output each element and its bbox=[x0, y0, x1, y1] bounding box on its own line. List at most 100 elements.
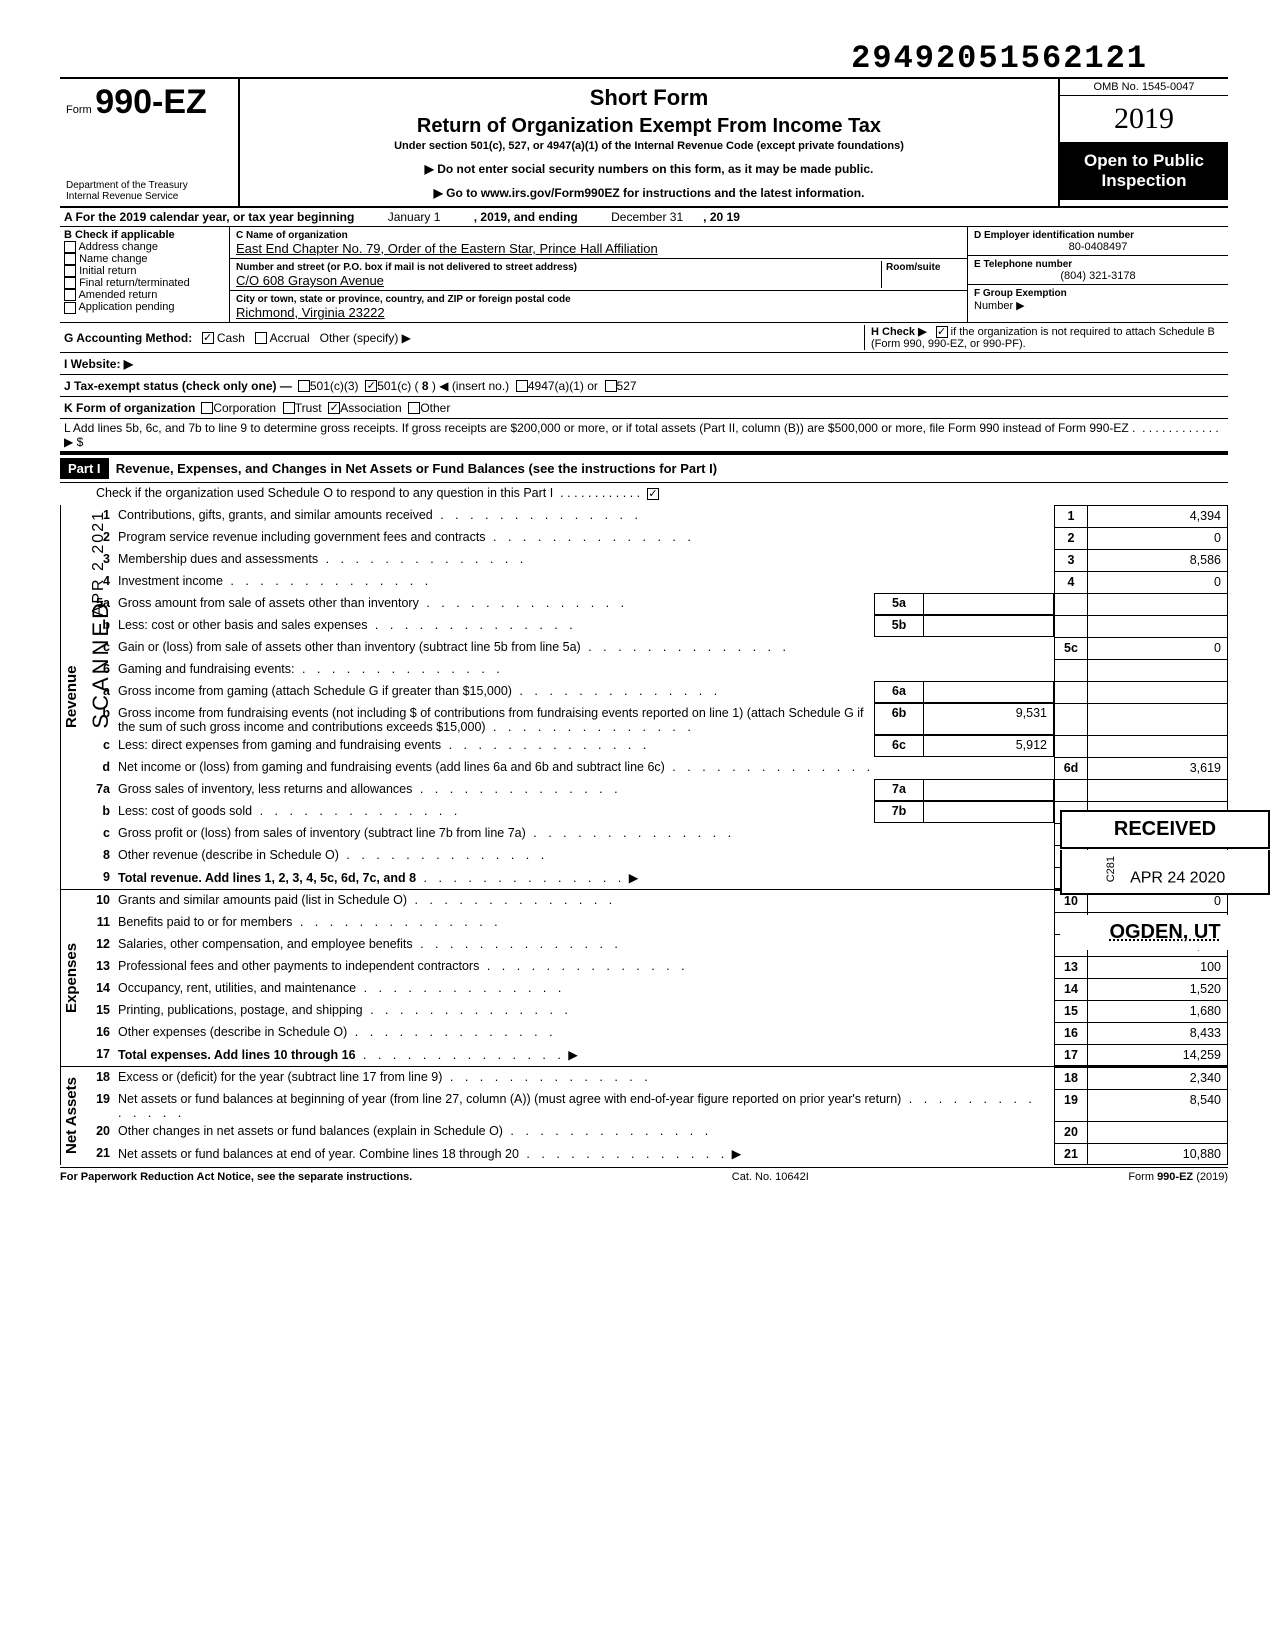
midbox-6b: 6b bbox=[874, 703, 924, 735]
line-7a: 7aGross sales of inventory, less returns… bbox=[82, 779, 1228, 801]
midbox-7a: 7a bbox=[874, 779, 924, 801]
footer-left: For Paperwork Reduction Act Notice, see … bbox=[60, 1171, 412, 1183]
boxnum-21: 21 bbox=[1054, 1143, 1088, 1165]
j-label: J Tax-exempt status (check only one) — bbox=[64, 379, 292, 393]
section-net-assets: Net Assets bbox=[60, 1067, 82, 1165]
stamp-date: C281 APR 24 2020 bbox=[1060, 850, 1270, 895]
line-desc-21: Net assets or fund balances at end of ye… bbox=[118, 1143, 1054, 1165]
f-label2: Number ▶ bbox=[974, 300, 1025, 312]
chk-part-i-schedule-o[interactable] bbox=[647, 488, 659, 500]
midval-6b: 9,531 bbox=[924, 703, 1054, 735]
line-num-c: c bbox=[82, 823, 118, 845]
line-num-9: 9 bbox=[82, 867, 118, 889]
chk-name-change[interactable] bbox=[64, 253, 76, 265]
line-desc-20: Other changes in net assets or fund bala… bbox=[118, 1121, 1054, 1143]
midval-7b bbox=[924, 801, 1054, 823]
line-desc-10: Grants and similar amounts paid (list in… bbox=[118, 890, 1054, 912]
addr-label: Number and street (or P.O. box if mail i… bbox=[236, 262, 577, 273]
k-assoc: Association bbox=[340, 401, 401, 415]
shade bbox=[1054, 659, 1088, 681]
shade-val bbox=[1088, 735, 1228, 757]
room-label: Room/suite bbox=[886, 262, 940, 273]
chk-amended-return[interactable] bbox=[64, 289, 76, 301]
row-a: A For the 2019 calendar year, or tax yea… bbox=[60, 208, 1228, 227]
tax-year: 2019 bbox=[1060, 96, 1228, 143]
line-num-8: 8 bbox=[82, 845, 118, 867]
chk-accrual[interactable] bbox=[255, 332, 267, 344]
boxval-4: 0 bbox=[1088, 571, 1228, 593]
chk-cash[interactable] bbox=[202, 332, 214, 344]
line-19: 19Net assets or fund balances at beginni… bbox=[82, 1089, 1228, 1121]
open-public-2: Inspection bbox=[1064, 171, 1224, 191]
dept-treasury: Department of the Treasury bbox=[66, 180, 232, 191]
boxnum-1: 1 bbox=[1054, 505, 1088, 527]
line-desc-d: Net income or (loss) from gaming and fun… bbox=[118, 757, 1054, 779]
chk-501c3[interactable] bbox=[298, 380, 310, 392]
line-desc-4: Investment income . . . . . . . . . . . … bbox=[118, 571, 1054, 593]
form-label: Form bbox=[66, 104, 92, 116]
boxval-21: 10,880 bbox=[1088, 1143, 1228, 1165]
c-label: C Name of organization bbox=[236, 230, 348, 241]
j-527: 527 bbox=[617, 379, 637, 393]
chk-other[interactable] bbox=[408, 402, 420, 414]
line-desc-2: Program service revenue including govern… bbox=[118, 527, 1054, 549]
stamp-apr-2021: APR 2 2021 bbox=[90, 510, 108, 616]
line-20: 20Other changes in net assets or fund ba… bbox=[82, 1121, 1228, 1143]
line-num-d: d bbox=[82, 757, 118, 779]
boxval-17: 14,259 bbox=[1088, 1044, 1228, 1066]
chk-final-return[interactable] bbox=[64, 277, 76, 289]
line-desc-12: Salaries, other compensation, and employ… bbox=[118, 934, 1054, 956]
boxval-5c: 0 bbox=[1088, 637, 1228, 659]
chk-corp[interactable] bbox=[201, 402, 213, 414]
part-i-badge: Part I bbox=[60, 458, 109, 479]
l-text: L Add lines 5b, 6c, and 7b to line 9 to … bbox=[64, 421, 1135, 435]
chk-assoc[interactable] bbox=[328, 402, 340, 414]
b-label: B Check if applicable bbox=[64, 229, 225, 241]
line-num-b: b bbox=[82, 801, 118, 823]
line-4: 4Investment income . . . . . . . . . . .… bbox=[82, 571, 1228, 593]
j-4947: 4947(a)(1) or bbox=[528, 379, 598, 393]
boxnum-17: 17 bbox=[1054, 1044, 1088, 1066]
boxval-1: 4,394 bbox=[1088, 505, 1228, 527]
l-arrow: ▶ $ bbox=[64, 435, 83, 449]
boxval-3: 8,586 bbox=[1088, 549, 1228, 571]
shade-num bbox=[1054, 681, 1088, 703]
midbox-7b: 7b bbox=[874, 801, 924, 823]
line-17: 17Total expenses. Add lines 10 through 1… bbox=[82, 1044, 1228, 1066]
footer-mid: Cat. No. 10642I bbox=[732, 1171, 809, 1183]
line-num-12: 12 bbox=[82, 934, 118, 956]
k-corp: Corporation bbox=[213, 401, 276, 415]
line-num-21: 21 bbox=[82, 1143, 118, 1165]
boxval-2: 0 bbox=[1088, 527, 1228, 549]
chk-501c[interactable] bbox=[365, 380, 377, 392]
k-trust: Trust bbox=[295, 401, 322, 415]
j-num: 8 bbox=[422, 379, 429, 393]
line-5a: 5aGross amount from sale of assets other… bbox=[82, 593, 1228, 615]
d-label: D Employer identification number bbox=[974, 230, 1134, 241]
midval-7a bbox=[924, 779, 1054, 801]
midbox-6c: 6c bbox=[874, 735, 924, 757]
line-b: bLess: cost of goods sold . . . . . . . … bbox=[82, 801, 1228, 823]
line-6: 6Gaming and fundraising events: . . . . … bbox=[82, 659, 1228, 681]
shade-val bbox=[1088, 615, 1228, 637]
line-desc-5a: Gross amount from sale of assets other t… bbox=[118, 593, 874, 615]
chk-h[interactable] bbox=[936, 326, 948, 338]
g-accrual: Accrual bbox=[270, 331, 310, 345]
stamp-c281: C281 bbox=[1105, 856, 1117, 882]
opt-initial-return: Initial return bbox=[79, 265, 136, 277]
i-label: I Website: ▶ bbox=[64, 357, 133, 371]
line-14: 14Occupancy, rent, utilities, and mainte… bbox=[82, 978, 1228, 1000]
chk-4947[interactable] bbox=[516, 380, 528, 392]
chk-application-pending[interactable] bbox=[64, 302, 76, 314]
chk-address-change[interactable] bbox=[64, 241, 76, 253]
line-desc-19: Net assets or fund balances at beginning… bbox=[118, 1089, 1054, 1121]
line-21: 21Net assets or fund balances at end of … bbox=[82, 1143, 1228, 1165]
line-9: 9Total revenue. Add lines 1, 2, 3, 4, 5c… bbox=[82, 867, 1228, 889]
line-desc-13: Professional fees and other payments to … bbox=[118, 956, 1054, 978]
chk-initial-return[interactable] bbox=[64, 265, 76, 277]
row-a-end-date: December 31 bbox=[611, 210, 683, 224]
org-address: C/O 608 Grayson Avenue bbox=[236, 273, 384, 288]
org-city: Richmond, Virginia 23222 bbox=[236, 305, 385, 320]
chk-trust[interactable] bbox=[283, 402, 295, 414]
chk-527[interactable] bbox=[605, 380, 617, 392]
